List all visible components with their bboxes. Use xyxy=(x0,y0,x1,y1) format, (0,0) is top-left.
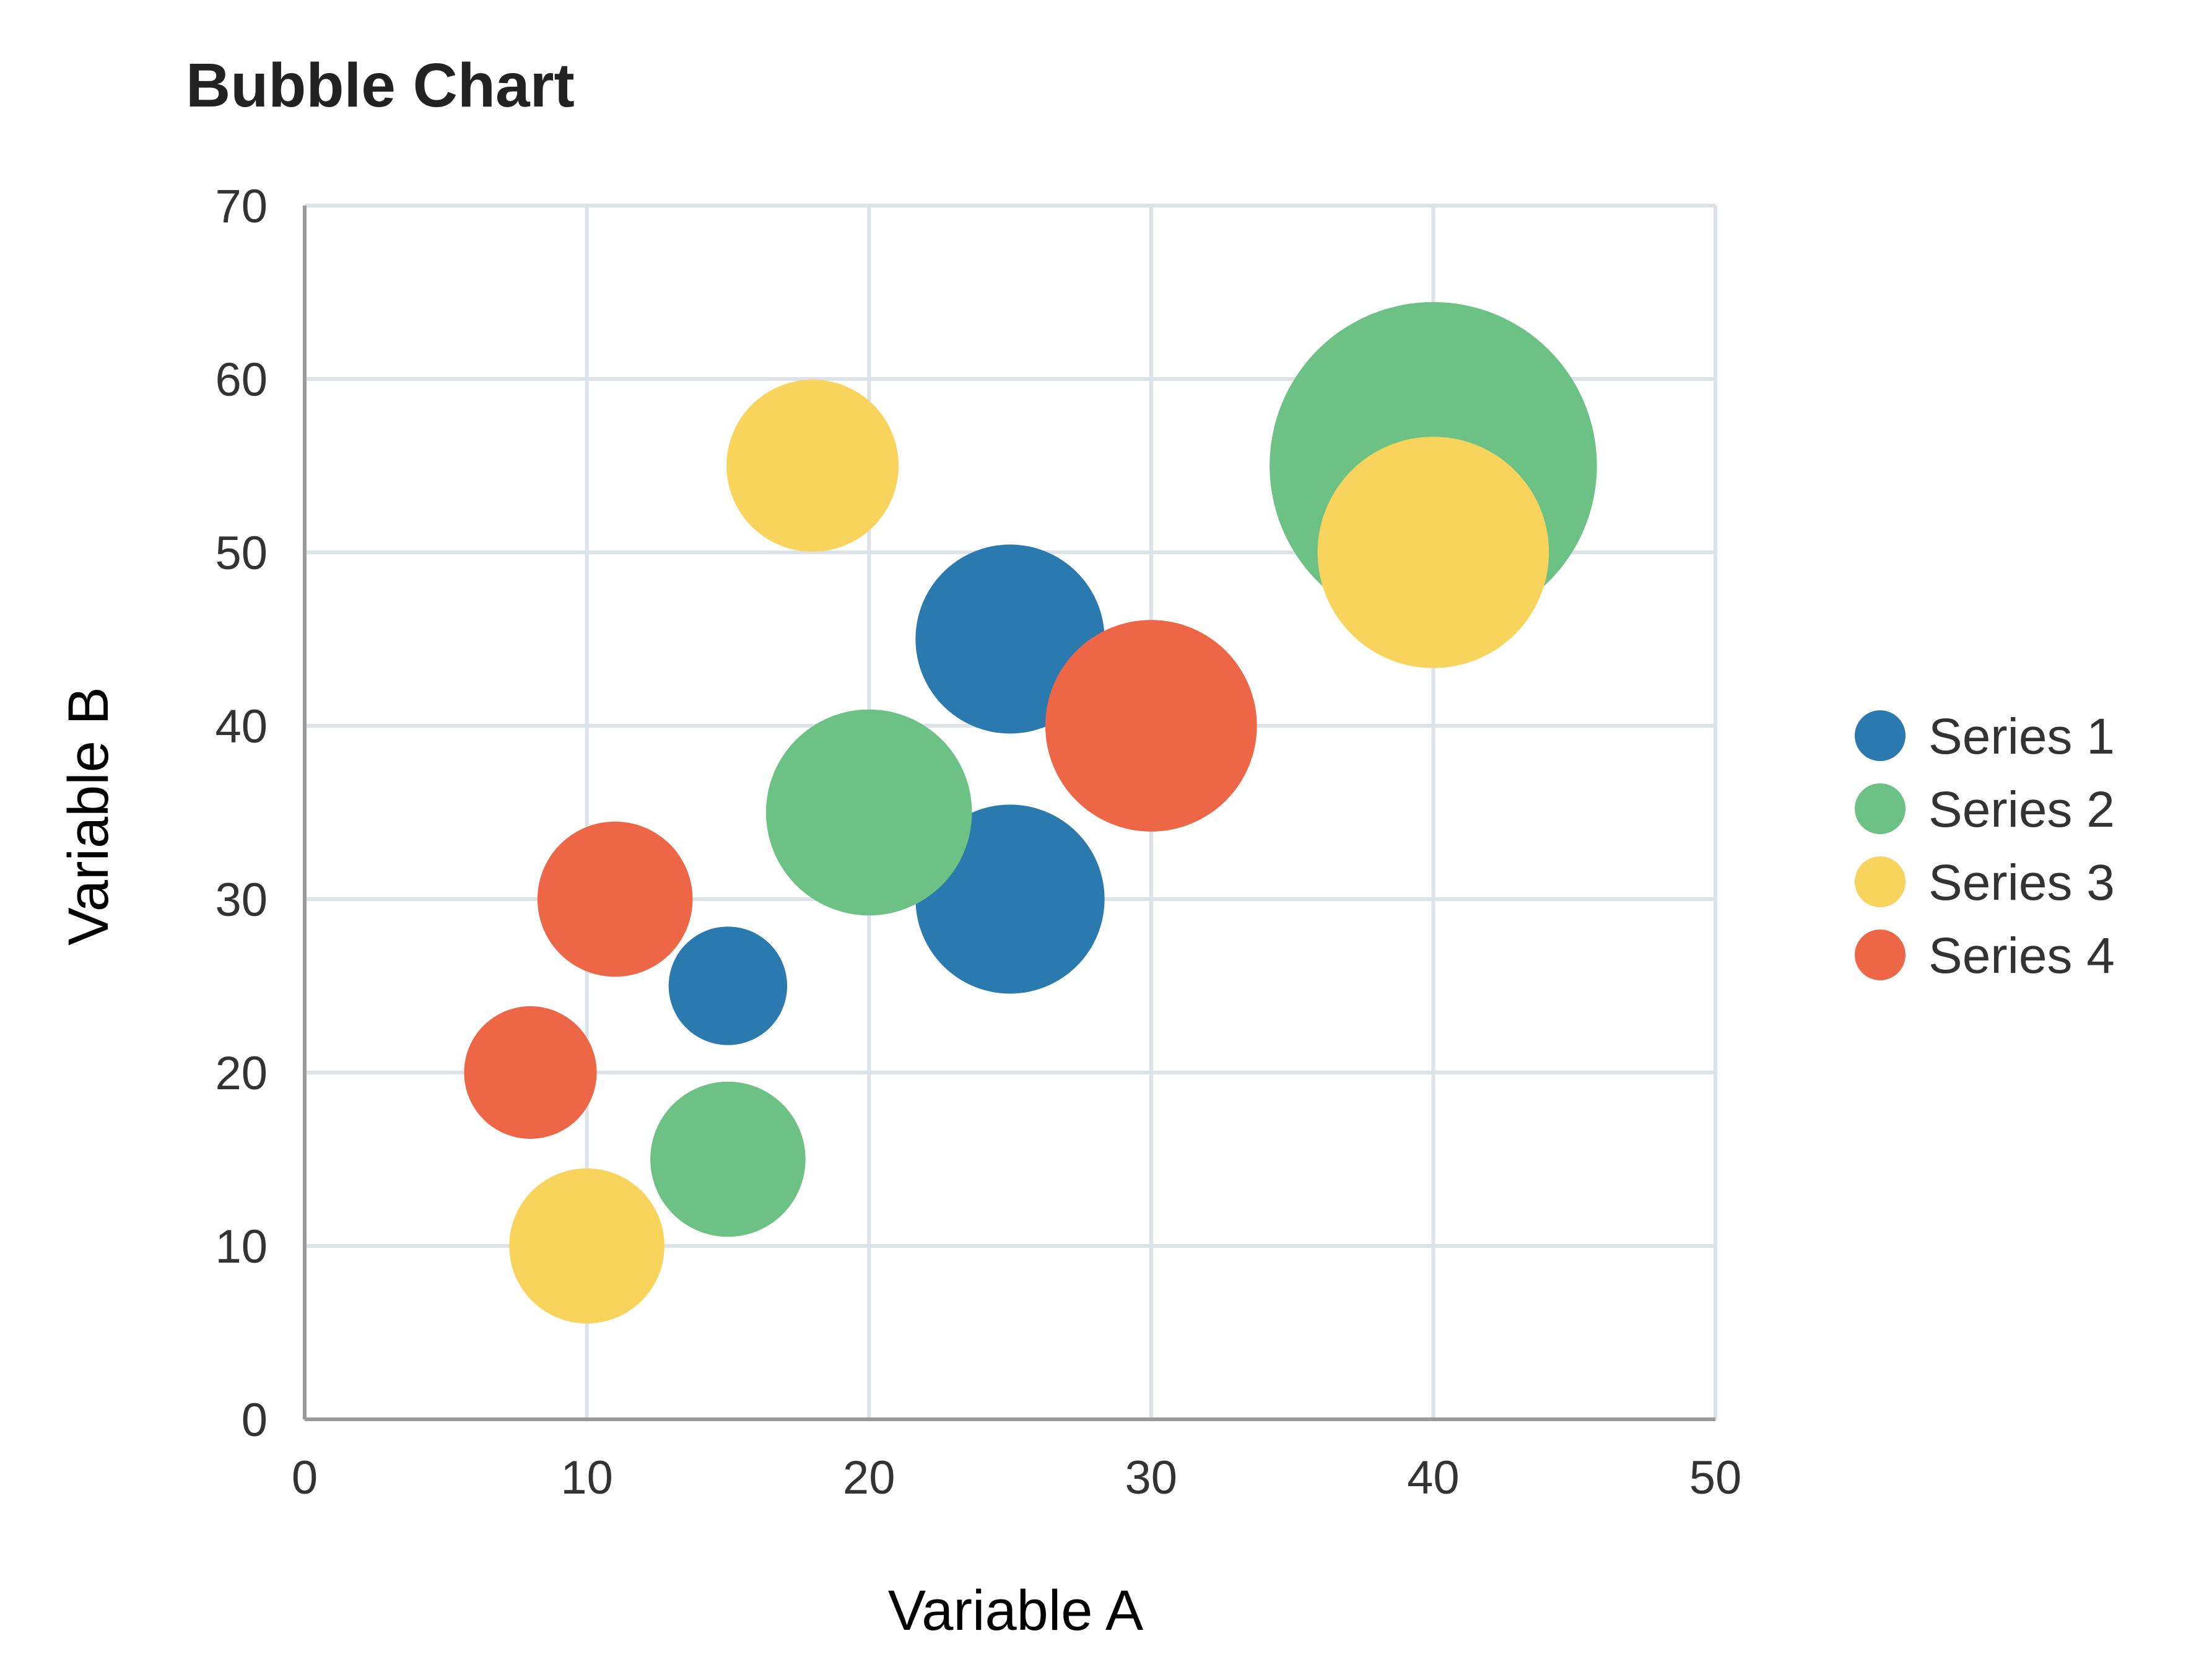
bubble-series-3-point-3[interactable] xyxy=(1317,437,1549,668)
y-tick-label-5: 50 xyxy=(215,527,268,580)
bubble-series-4-point-1[interactable] xyxy=(464,1006,597,1139)
x-tick-label-5: 50 xyxy=(1689,1452,1742,1504)
y-tick-label-6: 60 xyxy=(215,354,268,406)
legend-item-series-4[interactable]: Series 4 xyxy=(1855,928,2115,984)
legend-item-series-3[interactable]: Series 3 xyxy=(1855,855,2115,911)
y-tick-label-2: 20 xyxy=(215,1047,268,1100)
legend-label-series-1: Series 1 xyxy=(1928,708,2115,765)
bubbles xyxy=(464,302,1597,1324)
y-tick-label-7: 70 xyxy=(215,180,268,233)
bubble-series-3-point-1[interactable] xyxy=(509,1168,664,1324)
bubble-series-2-point-2[interactable] xyxy=(765,709,972,916)
x-tick-label-3: 30 xyxy=(1125,1452,1178,1504)
x-tick-label-1: 10 xyxy=(560,1452,613,1504)
y-tick-label-4: 40 xyxy=(215,700,268,753)
bubble-series-4-point-2[interactable] xyxy=(537,821,693,977)
x-tick-label-4: 40 xyxy=(1407,1452,1460,1504)
y-axis-label: Variable B xyxy=(57,687,120,946)
legend-swatch-series-4 xyxy=(1855,929,1906,980)
y-tick-label-3: 30 xyxy=(215,874,268,926)
bubble-series-2-point-1[interactable] xyxy=(650,1081,806,1237)
legend-swatch-series-1 xyxy=(1855,710,1906,761)
legend-swatch-series-3 xyxy=(1855,856,1906,907)
bubble-series-4-point-3[interactable] xyxy=(1045,620,1257,832)
axes xyxy=(303,206,1715,1421)
legend-item-series-1[interactable]: Series 1 xyxy=(1855,708,2115,765)
tick-labels: 0 10 20 30 40 50 60 70 0 10 20 30 40 50 xyxy=(215,180,1741,1504)
bubble-series-3-point-2[interactable] xyxy=(726,380,899,552)
x-tick-label-0: 0 xyxy=(292,1452,318,1504)
legend-swatch-series-2 xyxy=(1855,783,1906,834)
y-tick-label-0: 0 xyxy=(242,1394,268,1447)
legend-label-series-3: Series 3 xyxy=(1928,855,2115,911)
y-tick-label-1: 10 xyxy=(215,1221,268,1273)
x-axis-label: Variable A xyxy=(888,1579,1144,1642)
legend-item-series-2[interactable]: Series 2 xyxy=(1855,781,2115,838)
legend-label-series-4: Series 4 xyxy=(1928,928,2115,984)
legend: Series 1 Series 2 Series 3 Series 4 xyxy=(1855,708,2115,984)
legend-label-series-2: Series 2 xyxy=(1928,781,2115,838)
chart-title: Bubble Chart xyxy=(186,51,575,120)
x-tick-label-2: 20 xyxy=(843,1452,895,1504)
bubble-series-1-point-1[interactable] xyxy=(668,926,788,1045)
